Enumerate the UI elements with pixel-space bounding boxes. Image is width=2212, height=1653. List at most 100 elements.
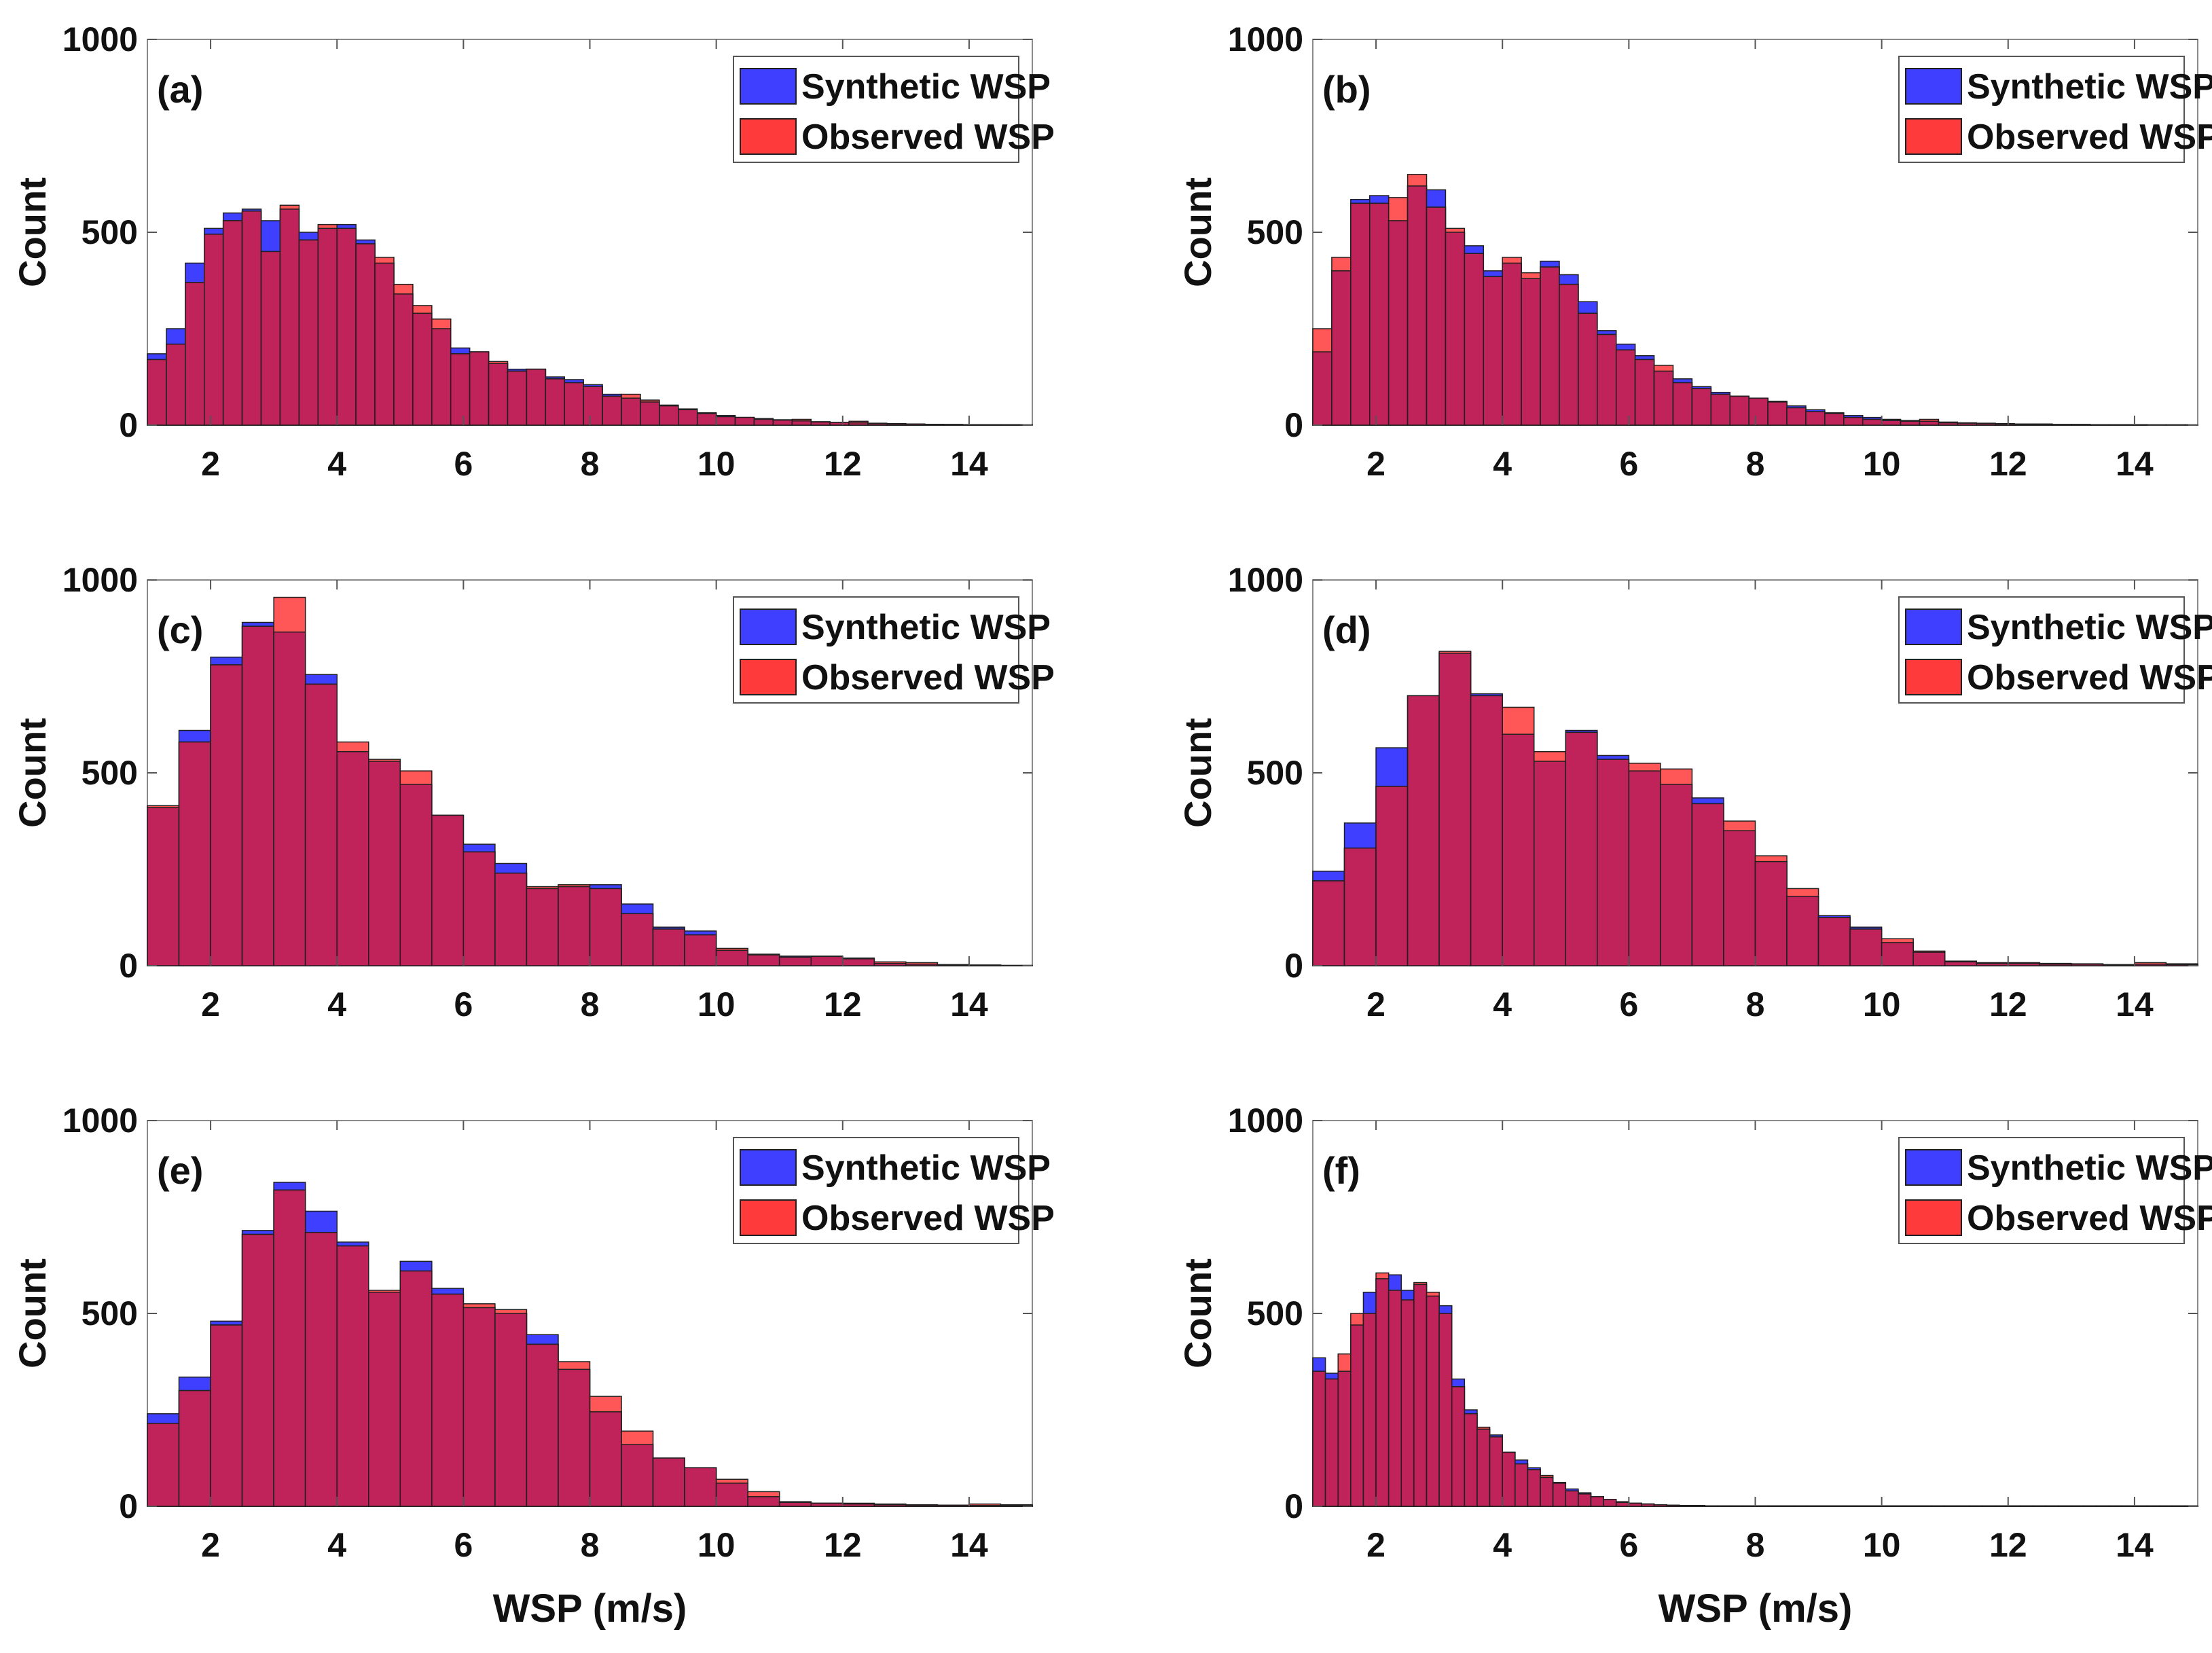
overlap-bar bbox=[166, 343, 186, 426]
x-tick-label: 10 bbox=[1863, 445, 1901, 483]
overlap-bar bbox=[621, 913, 654, 966]
overlap-bar bbox=[943, 424, 964, 426]
overlap-bar bbox=[564, 382, 584, 426]
overlap-bar bbox=[848, 422, 869, 426]
overlap-bar bbox=[1824, 413, 1845, 426]
overlap-bar bbox=[1912, 951, 1946, 966]
x-tick-label: 4 bbox=[327, 1526, 346, 1564]
overlap-bar bbox=[1976, 962, 2009, 966]
overlap-bar bbox=[2052, 424, 2072, 426]
y-axis-label: Count bbox=[11, 718, 54, 828]
overlap-bar bbox=[905, 423, 926, 426]
legend-swatch bbox=[1905, 659, 1962, 695]
bars bbox=[1312, 174, 2198, 426]
overlap-bar bbox=[2008, 962, 2041, 966]
overlap-bar bbox=[1729, 395, 1749, 426]
overlap-bar bbox=[1312, 351, 1332, 426]
overlap-bar bbox=[715, 949, 748, 966]
overlap-bar bbox=[1976, 422, 1996, 426]
overlap-bar bbox=[1400, 1299, 1415, 1507]
y-axis-label: Count bbox=[11, 1258, 54, 1368]
overlap-bar bbox=[1331, 270, 1352, 426]
overlap-bar bbox=[1723, 830, 1756, 966]
overlap-bar bbox=[1615, 1502, 1630, 1507]
overlap-bar bbox=[842, 958, 875, 966]
overlap-bar bbox=[1483, 276, 1503, 426]
overlap-bar bbox=[273, 631, 306, 966]
overlap-bar bbox=[368, 1292, 401, 1507]
overlap-bar bbox=[368, 761, 401, 966]
x-tick-label: 14 bbox=[2116, 1526, 2154, 1564]
overlap-bar bbox=[621, 1444, 654, 1507]
overlap-bar bbox=[431, 1293, 465, 1507]
overlap-bar bbox=[1350, 202, 1371, 426]
y-tick-label: 1000 bbox=[62, 20, 138, 58]
x-tick-label: 6 bbox=[454, 445, 473, 483]
overlap-bar bbox=[178, 1389, 211, 1507]
overlap-bar bbox=[1407, 695, 1440, 966]
overlap-bar bbox=[1754, 860, 1788, 966]
y-tick-label: 0 bbox=[1284, 406, 1303, 444]
x-tick-label: 12 bbox=[824, 985, 862, 1023]
legend: Synthetic WSP Observed WSP bbox=[1898, 1137, 2212, 1244]
legend-entry: Synthetic WSP bbox=[1967, 67, 2212, 107]
overlap-bar bbox=[924, 424, 945, 426]
overlap-bar bbox=[1451, 1386, 1466, 1507]
overlap-bar bbox=[1578, 1493, 1592, 1507]
overlap-bar bbox=[1786, 407, 1807, 426]
overlap-bar bbox=[1413, 1284, 1428, 1507]
overlap-bar bbox=[558, 1368, 591, 1507]
overlap-bar bbox=[684, 934, 717, 966]
y-tick-label: 500 bbox=[81, 213, 138, 251]
overlap-bar bbox=[684, 1467, 717, 1507]
x-tick-label: 2 bbox=[201, 445, 220, 483]
overlap-bar bbox=[791, 420, 812, 426]
overlap-bar bbox=[1590, 1496, 1604, 1507]
overlap-bar bbox=[1628, 1502, 1642, 1507]
x-tick-label: 8 bbox=[581, 445, 600, 483]
overlap-bar bbox=[1337, 1370, 1352, 1507]
overlap-bar bbox=[715, 416, 736, 426]
overlap-bar bbox=[1489, 1436, 1503, 1507]
x-axis-label: WSP (m/s) bbox=[1658, 1586, 1853, 1631]
overlap-bar bbox=[304, 683, 338, 966]
panel-label: (f) bbox=[1322, 1149, 1360, 1192]
overlap-bar bbox=[204, 234, 224, 426]
x-tick-label: 4 bbox=[1493, 985, 1512, 1023]
legend-entry: Synthetic WSP bbox=[801, 608, 1051, 647]
overlap-bar bbox=[317, 228, 338, 426]
panel-f: 0 500 1000 2 4 6 8 10 12 14 Count WSP (m/s) (f) Synth… bbox=[1176, 1102, 2212, 1631]
overlap-bar bbox=[210, 1324, 243, 1507]
overlap-bar bbox=[1534, 761, 1567, 966]
x-axis-label: WSP (m/s) bbox=[493, 1586, 687, 1631]
overlap-bar bbox=[1000, 424, 1021, 426]
overlap-bar bbox=[210, 664, 243, 966]
overlap-bar bbox=[1881, 420, 1902, 426]
overlap-bar bbox=[747, 1496, 780, 1507]
overlap-bar bbox=[1552, 1483, 1567, 1507]
overlap-bar bbox=[1805, 411, 1826, 426]
overlap-bar bbox=[494, 1313, 528, 1507]
legend: Synthetic WSP Observed WSP bbox=[733, 56, 1055, 163]
overlap-bar bbox=[185, 282, 205, 426]
overlap-bar bbox=[1603, 1499, 1617, 1507]
overlap-bar bbox=[2039, 963, 2072, 966]
overlap-bar bbox=[937, 964, 970, 966]
overlap-bar bbox=[2090, 424, 2110, 426]
overlap-bar bbox=[1944, 961, 1978, 966]
overlap-bar bbox=[147, 359, 167, 426]
overlap-bar bbox=[873, 962, 907, 966]
overlap-bar bbox=[589, 888, 622, 966]
overlap-bar bbox=[1919, 420, 1940, 426]
overlap-bar bbox=[2033, 424, 2053, 426]
legend-entry: Observed WSP bbox=[1967, 1199, 2212, 1238]
panel-c: 0 500 1000 2 4 6 8 10 12 14 Count (c) Synthetic WSP O… bbox=[11, 561, 1055, 1023]
overlap-bar bbox=[178, 741, 211, 966]
overlap-bar bbox=[1615, 349, 1636, 426]
overlap-bar bbox=[374, 262, 395, 426]
x-tick-label: 14 bbox=[950, 1526, 988, 1564]
legend-swatch bbox=[740, 68, 797, 105]
overlap-bar bbox=[431, 814, 465, 966]
overlap-bar bbox=[399, 1270, 433, 1507]
legend-swatch bbox=[740, 608, 797, 645]
